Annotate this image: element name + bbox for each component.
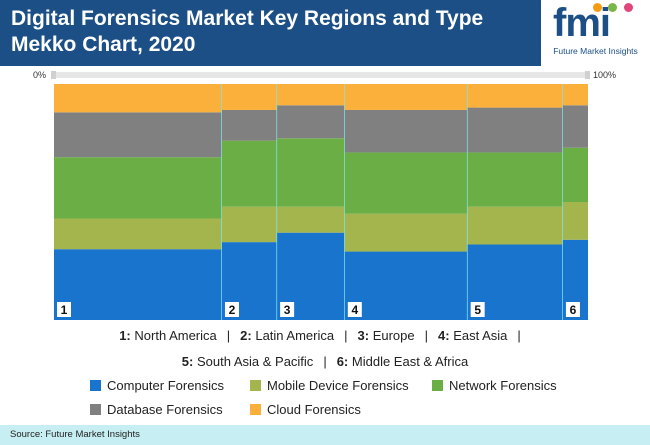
mekko-segment-col1-series5 <box>54 84 222 113</box>
chart-title-line2: Mekko Chart, 2020 <box>11 33 196 56</box>
header-banner: Digital Forensics Market Key Regions and… <box>0 0 650 66</box>
column-label-box <box>280 302 295 317</box>
mekko-segment-col3-series4 <box>277 105 345 139</box>
column-label-3: 3 <box>284 303 291 317</box>
axis-track <box>53 72 588 78</box>
mekko-segment-col5-series2 <box>467 206 563 245</box>
fmi-logo: fmi Future Market Insights <box>541 0 650 66</box>
mekko-segment-col1-series1 <box>54 249 222 320</box>
column-label-box <box>57 302 71 317</box>
region-legend-line1: 1: North America | 2: Latin America | 3: Eur… <box>0 328 650 343</box>
mekko-segment-col1-series4 <box>54 112 222 158</box>
axis-right-label: 100% <box>593 70 617 80</box>
axis-track-right-cap <box>585 71 590 79</box>
mekko-segment-col3-series3 <box>277 138 345 207</box>
chart-title: Digital Forensics Market Key Regions and… <box>11 6 511 58</box>
logo-dot-pink <box>624 3 633 12</box>
legend-separator: | <box>424 328 428 343</box>
mekko-segment-col2-series5 <box>221 84 278 110</box>
legend-network-forensics: Network Forensics <box>432 378 557 393</box>
mekko-segment-col5-series4 <box>467 107 563 153</box>
mekko-segment-col4-series2 <box>344 213 468 252</box>
legend-separator: | <box>517 328 521 343</box>
mekko-segment-col3-series5 <box>277 84 345 106</box>
legend-swatch <box>250 380 261 391</box>
mekko-chart: 1 2 3 4 5 6 <box>51 71 590 320</box>
legend-separator: | <box>344 328 348 343</box>
footer-bar: Source: Future Market Insights <box>0 425 650 445</box>
mekko-segment-col3-series2 <box>277 206 345 233</box>
mekko-segment-col6-series3 <box>562 147 588 202</box>
legend-separator: | <box>226 328 231 343</box>
region-legend-line2: 5: South Asia & Pacific | 6: Middle East &… <box>0 354 650 369</box>
axis-left-label: 0% <box>33 70 47 80</box>
legend-separator: | <box>323 354 327 369</box>
region-legend-item: 3: Europe <box>357 328 415 343</box>
source-note: Source: Future Market Insights <box>10 429 140 440</box>
region-legend-item: 2: Latin America <box>240 328 335 343</box>
mekko-segment-col2-series3 <box>221 140 278 207</box>
region-legend-item: 1: North America <box>119 328 217 343</box>
logo-dot-orange <box>593 3 602 12</box>
mekko-segment-col1-series2 <box>54 218 222 250</box>
legend-swatch <box>90 404 101 415</box>
legend-database-forensics: Database Forensics <box>90 402 223 417</box>
legend-cloud-forensics: Cloud Forensics <box>250 402 361 417</box>
legend-swatch <box>250 404 261 415</box>
mekko-segment-col5-series5 <box>467 84 563 108</box>
column-label-4: 4 <box>351 303 358 317</box>
legend-swatch <box>90 380 101 391</box>
column-label-box <box>470 302 485 317</box>
chart-title-line1: Digital Forensics Market Key Regions and… <box>11 7 484 30</box>
mekko-segment-col1-series3 <box>54 157 222 219</box>
mekko-segment-col4-series3 <box>344 152 468 214</box>
legend-mobile-device-forensics: Mobile Device Forensics <box>250 378 409 393</box>
region-legend-item: 6: Middle East & Africa <box>336 354 469 369</box>
mekko-segment-col6-series4 <box>562 105 588 148</box>
logo-subtitle: Future Market Insights <box>553 46 638 56</box>
logo-dot-green <box>608 3 617 12</box>
legend-computer-forensics: Computer Forensics <box>90 378 224 393</box>
column-label-box <box>565 302 580 317</box>
mekko-segment-col4-series1 <box>344 251 468 320</box>
column-label-1: 1 <box>61 303 68 317</box>
legend-swatch <box>432 380 443 391</box>
column-label-box <box>224 302 239 317</box>
region-legend-item: 4: East Asia <box>438 328 508 343</box>
column-label-2: 2 <box>229 303 236 317</box>
column-label-5: 5 <box>474 303 481 317</box>
axis-track-left-cap <box>51 71 56 79</box>
mekko-segment-col2-series2 <box>221 206 278 243</box>
mekko-segment-col4-series4 <box>344 109 468 153</box>
mekko-segment-col5-series3 <box>467 152 563 207</box>
mekko-columns: 1 2 3 4 5 6 <box>54 84 588 320</box>
column-label-box <box>347 302 362 317</box>
mekko-segment-col6-series2 <box>562 202 588 240</box>
mekko-segment-col4-series5 <box>344 84 468 110</box>
mekko-segment-col2-series4 <box>221 109 278 141</box>
region-legend-item: 5: South Asia & Pacific <box>181 354 314 369</box>
mekko-segment-col6-series5 <box>562 84 588 106</box>
column-label-6: 6 <box>570 303 577 317</box>
